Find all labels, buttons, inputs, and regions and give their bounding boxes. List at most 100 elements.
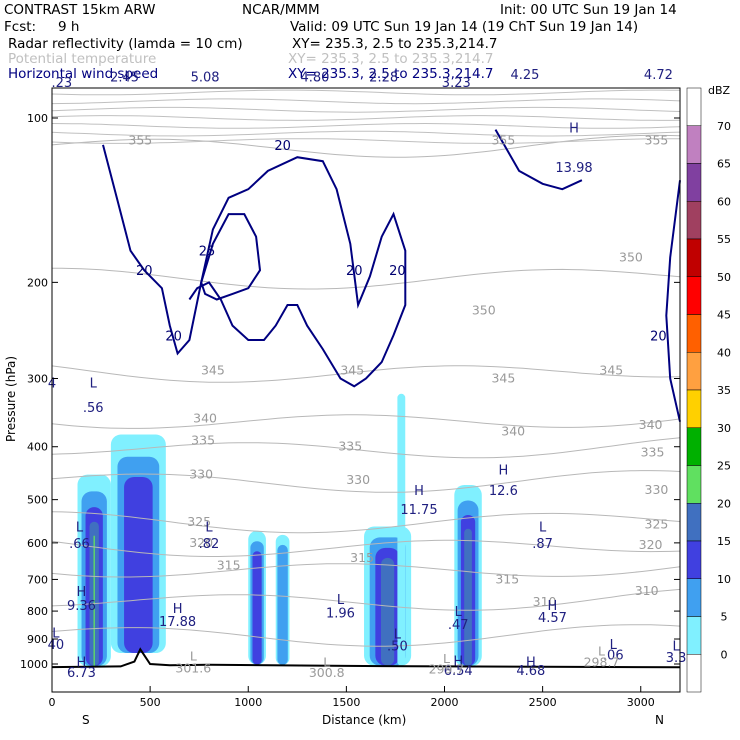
terrain-line: [51, 647, 681, 669]
extremum-label: L: [539, 521, 547, 536]
extremum-label: L: [455, 605, 463, 620]
theta-contour-label: 325: [645, 516, 669, 531]
colorbar-swatch: [686, 163, 702, 202]
colorbar-swatch: [686, 427, 702, 466]
field-name-wind: Horizontal wind speed: [8, 66, 158, 82]
y-tick-label: 500: [27, 494, 48, 507]
wind-contour-20: [102, 144, 407, 388]
theta-contour-line: [51, 414, 681, 429]
y-tick-label: 400: [27, 441, 48, 454]
colorbar-label: 0: [721, 648, 728, 661]
theta-contour-line: [51, 588, 681, 611]
extremum-label: H: [77, 585, 87, 600]
extremum-label: 4.68: [516, 664, 545, 679]
colorbar-label: 50: [717, 271, 731, 284]
theta-contour-line: [51, 130, 681, 137]
extremum-label: .47: [448, 618, 469, 633]
x-tick-label: 0: [49, 696, 56, 709]
contour-labels: 355 355 355 350 350 345 345 345 345 340 340 340 335 3…: [48, 68, 687, 681]
y-tick-label: 600: [27, 537, 48, 550]
colorbar-label: 15: [717, 535, 731, 548]
theta-contour-line: [51, 624, 681, 647]
theta-contour-label: 330: [346, 472, 370, 487]
extremum-label: 17.88: [159, 615, 196, 630]
colorbar-swatch: [686, 389, 702, 428]
theta-minimum-label: L: [323, 655, 330, 670]
fcst-value: 9 h: [58, 19, 79, 35]
theta-contour-label: 325: [187, 514, 211, 529]
field-name-theta: Potential temperature: [8, 51, 156, 67]
theta-contour-line: [51, 89, 681, 96]
extremum-label: 4.72: [644, 68, 673, 83]
extremum-label: L: [337, 593, 345, 608]
theta-contour-line: [51, 511, 681, 534]
theta-contour-label: 310: [635, 583, 659, 598]
valid-time: Valid: 09 UTC Sun 19 Jan 14 (19 ChT Sun …: [290, 19, 638, 35]
extremum-label: .23: [51, 76, 72, 91]
y-tick-label: 300: [27, 373, 48, 386]
extremum-label: 2.45: [110, 71, 139, 86]
wind-contour-25: [200, 213, 262, 301]
extremum-label: H: [414, 484, 424, 499]
colorbar-swatch: [686, 616, 702, 655]
colorbar-swatch: [686, 503, 702, 542]
wind-contour-label: 20: [274, 139, 291, 154]
theta-contour-label: 345: [599, 362, 623, 377]
theta-contour-label: 315: [350, 550, 374, 565]
theta-contour-label: 330: [189, 467, 213, 482]
theta-minimum-label: L: [443, 651, 450, 666]
colorbar-swatch: [686, 87, 702, 126]
wind-speed-contours: [102, 129, 681, 422]
extremum-label: 12.6: [489, 484, 518, 499]
extremum-label: H: [569, 121, 579, 136]
extremum-label: 13.98: [555, 161, 592, 176]
theta-contour-label: 320: [189, 535, 213, 550]
x-tick-label: 3000: [627, 696, 655, 709]
theta-contour-line: [51, 115, 681, 121]
y-tick-label: 200: [27, 276, 48, 289]
extremum-label: L: [672, 640, 680, 655]
colorbar-swatch: [686, 238, 702, 277]
x-tick-label: 500: [140, 696, 161, 709]
extremum-label: 1.96: [326, 607, 355, 622]
extremum-label: .82: [199, 537, 220, 552]
colorbar-swatch: [686, 314, 702, 353]
theta-contour-label: 340: [193, 410, 217, 425]
extremum-label: L: [205, 521, 213, 536]
extremum-label: H: [173, 602, 183, 617]
field-name-reflectivity: Radar reflectivity (lamda = 10 cm): [8, 36, 243, 52]
fcst-label: Fcst:: [4, 19, 36, 35]
colorbar-swatch: [686, 465, 702, 504]
theta-contour-label: 355: [491, 133, 515, 148]
theta-minimum-label: 298.7: [584, 655, 620, 670]
extremum-label: 4.57: [538, 611, 567, 626]
theta-minimum-label: 301.6: [175, 661, 211, 676]
extremum-label: .87: [532, 537, 553, 552]
reflectivity-cell: [124, 476, 153, 653]
extremum-label: .50: [387, 640, 408, 655]
colorbar-swatch: [686, 540, 702, 579]
extremum-label: .06: [603, 648, 624, 663]
extremum-label: H: [498, 463, 508, 478]
theta-contour-line: [51, 539, 681, 557]
theta-contour-line: [51, 138, 680, 144]
theta-contour-label: 345: [491, 371, 515, 386]
colorbar-label: 65: [717, 158, 731, 171]
extremum-label: L: [52, 626, 60, 641]
y-axis-label: Pressure (hPa): [4, 356, 18, 442]
x-tick-label: 2500: [529, 696, 557, 709]
field-xy-theta: XY= 235.3, 2.5 to 235.3,214.7: [288, 51, 494, 67]
colorbar-swatch: [686, 654, 702, 693]
colorbar-swatch: [686, 578, 702, 617]
reflectivity-fill: [77, 393, 482, 667]
reflectivity-cell: [277, 544, 288, 665]
extremum-label: .66: [69, 537, 90, 552]
colorbar-label: 45: [717, 309, 731, 322]
extremum-label: 9.36: [67, 599, 96, 614]
theta-contour-line: [51, 98, 681, 105]
wind-contour-label: 20: [389, 264, 406, 279]
theta-minimum-label: 299.7: [429, 662, 465, 677]
reflectivity-cell: [380, 557, 395, 666]
extremum-label: 3.23: [442, 76, 471, 91]
wind-contour-20-north: [665, 180, 681, 422]
